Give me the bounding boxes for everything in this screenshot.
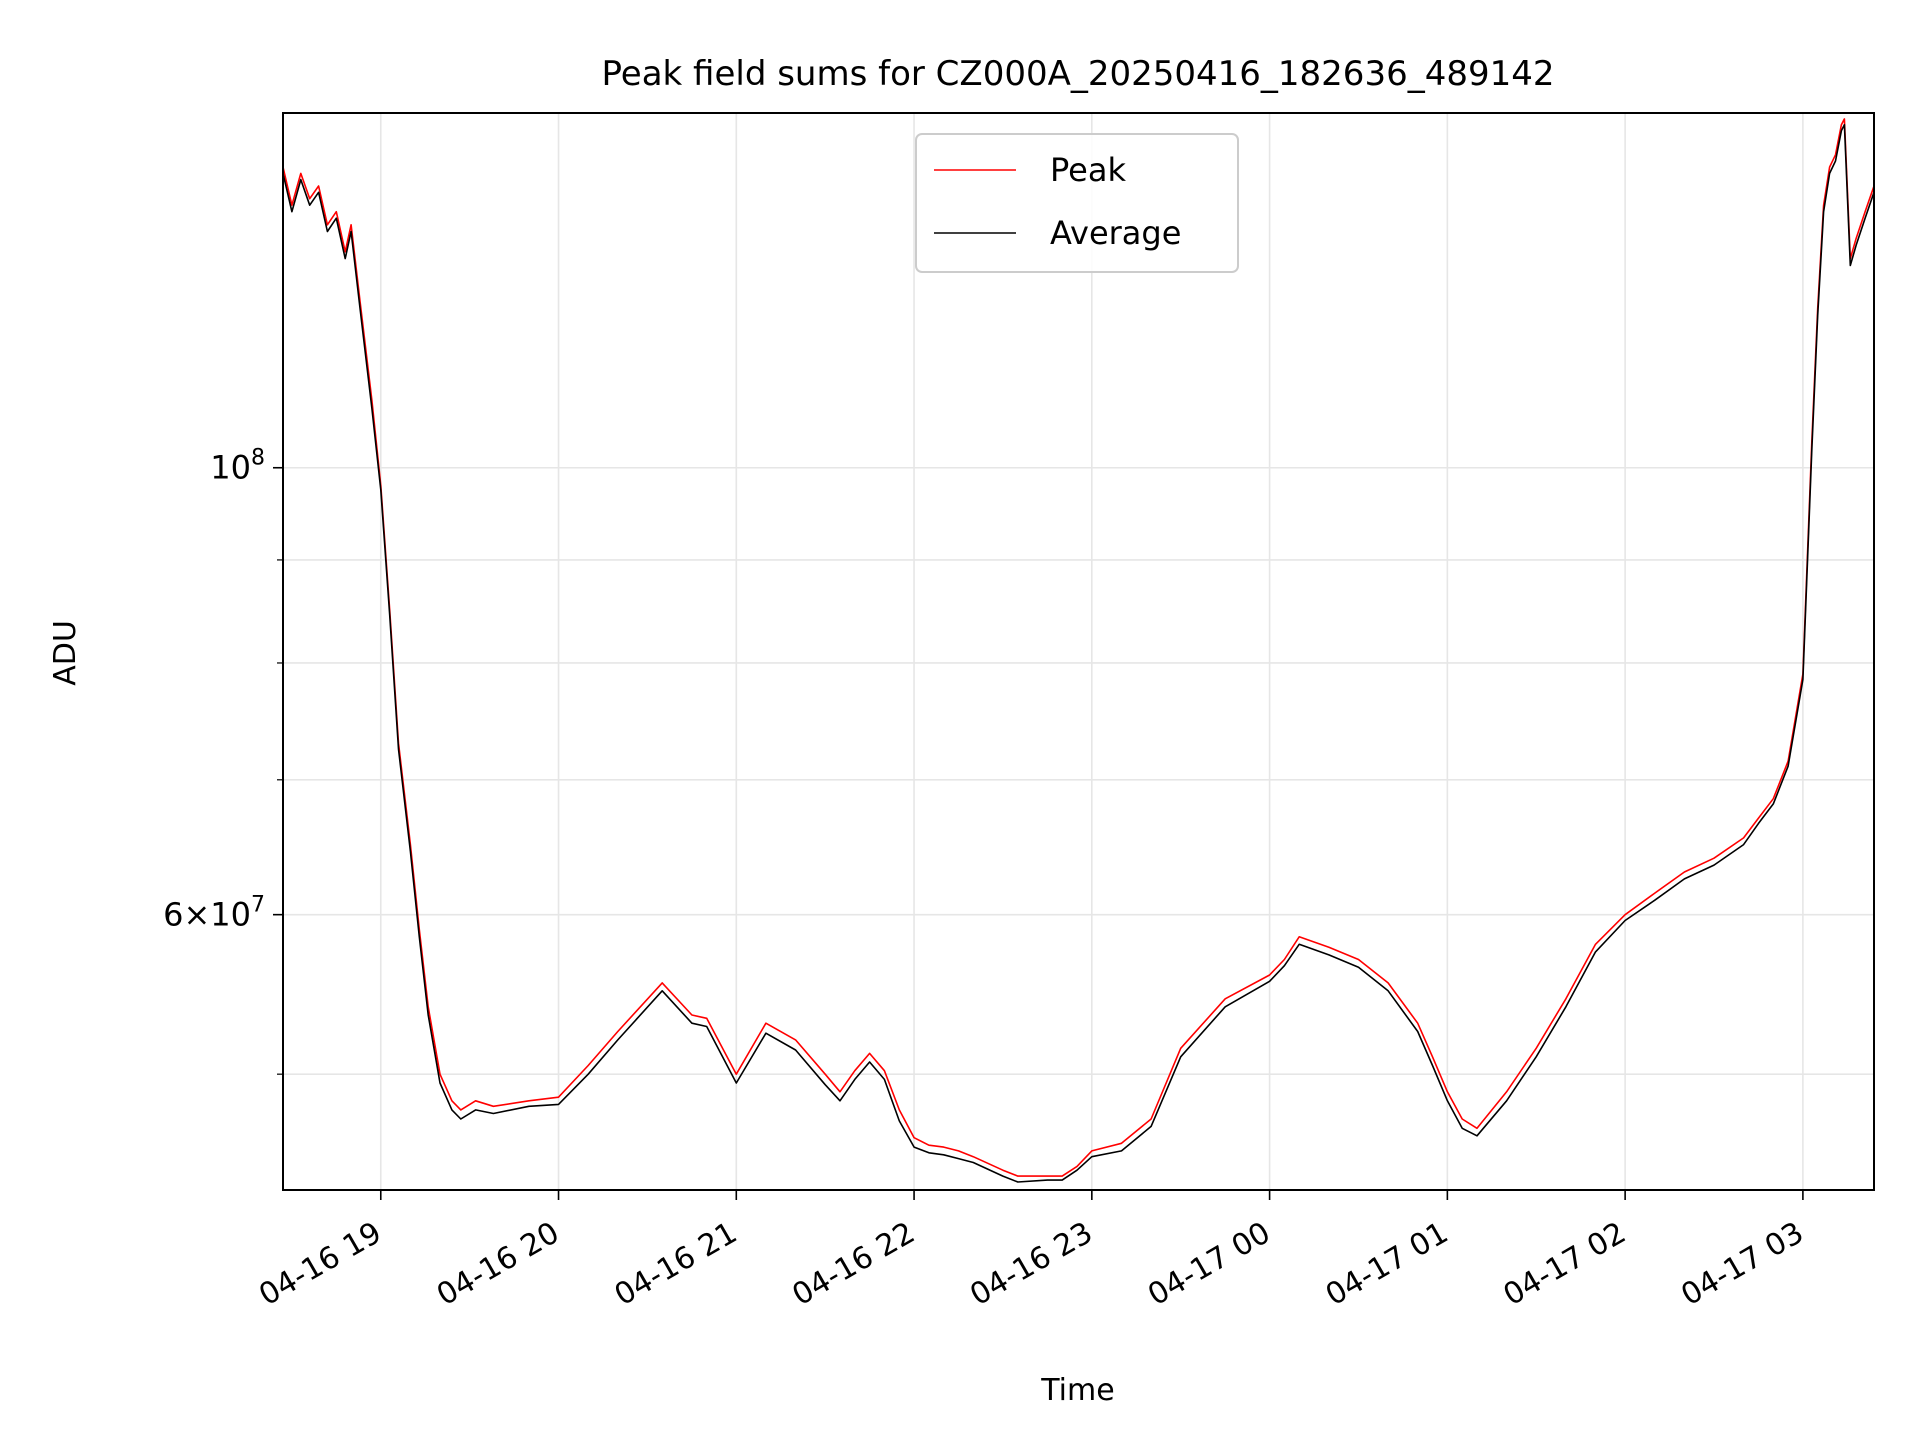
series-layer [283,118,1874,1183]
y-tick-base: 10 [210,896,251,934]
legend-label-peak: Peak [1050,151,1126,189]
y-tick-exponent: 7 [251,893,265,918]
x-axis-label: Time [1040,1373,1114,1408]
legend: Peak Average [915,133,1239,273]
chart-title: Peak field sums for CZ000A_20250416_1826… [602,54,1555,94]
grid [283,113,1874,1190]
y-tick-exponent: 8 [251,446,265,471]
plot-frame [282,112,1875,1191]
legend-label-average: Average [1050,214,1181,252]
y-tick-base: 10 [210,449,251,487]
y-tick-label: 108 [210,446,265,487]
legend-box [915,133,1239,273]
y-tick-label: 6×107 [163,893,265,934]
y-tick-mantissa: 6 [163,896,183,934]
series-line-average [283,123,1874,1183]
y-tick-times-sign: × [183,896,210,934]
y-axis-label: ADU [48,620,83,686]
